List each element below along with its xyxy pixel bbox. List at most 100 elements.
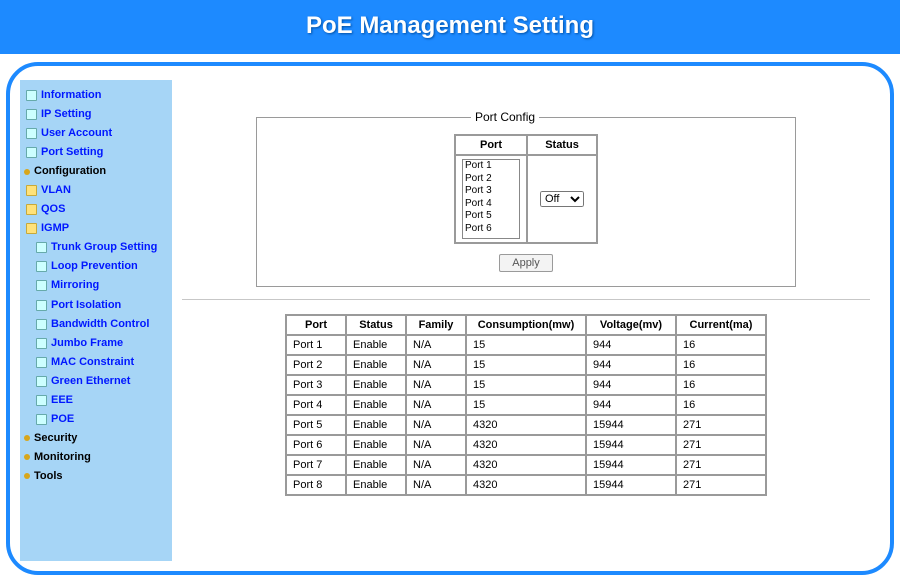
nav-user-account[interactable]: User Account bbox=[24, 124, 168, 143]
port-config-fieldset: Port Config Port Status Port 1Port 2Port… bbox=[256, 110, 796, 287]
sidebar: InformationIP SettingUser Account Port Se… bbox=[20, 80, 172, 561]
table-cell: Port 3 bbox=[286, 375, 346, 395]
doc-icon bbox=[36, 261, 47, 272]
nav-label: Security bbox=[34, 430, 77, 447]
table-cell: 944 bbox=[586, 335, 676, 355]
table-cell: 4320 bbox=[466, 475, 586, 495]
nav-label: Bandwidth Control bbox=[51, 316, 149, 333]
nav-igmp[interactable]: IGMP bbox=[24, 219, 168, 238]
table-cell: Enable bbox=[346, 455, 406, 475]
page-title: PoE Management Setting bbox=[306, 12, 594, 39]
table-cell: Port 8 bbox=[286, 475, 346, 495]
apply-wrap: Apply bbox=[271, 254, 781, 272]
status-table: PortStatusFamilyConsumption(mw)Voltage(m… bbox=[285, 314, 767, 496]
port-listbox-item[interactable]: Port 5 bbox=[463, 210, 519, 223]
nav-label: IGMP bbox=[41, 220, 69, 237]
table-cell: Port 7 bbox=[286, 455, 346, 475]
port-listbox-item[interactable]: Port 4 bbox=[463, 198, 519, 211]
status-col-header: Consumption(mw) bbox=[466, 315, 586, 335]
table-row: Port 4EnableN/A1594416 bbox=[286, 395, 766, 415]
table-row: Port 7EnableN/A432015944271 bbox=[286, 455, 766, 475]
cfg-col-status: Status bbox=[527, 135, 597, 155]
table-cell: Enable bbox=[346, 475, 406, 495]
cfg-col-port: Port bbox=[455, 135, 527, 155]
status-select[interactable]: Off bbox=[540, 191, 584, 207]
nav-label: User Account bbox=[41, 125, 112, 142]
table-cell: Port 1 bbox=[286, 335, 346, 355]
table-cell: N/A bbox=[406, 455, 466, 475]
table-cell: 15944 bbox=[586, 475, 676, 495]
nav-security[interactable]: Security bbox=[24, 429, 168, 448]
doc-icon bbox=[36, 357, 47, 368]
port-listbox-item[interactable]: Port 6 bbox=[463, 223, 519, 236]
status-col-header: Family bbox=[406, 315, 466, 335]
table-cell: N/A bbox=[406, 435, 466, 455]
table-cell: Port 5 bbox=[286, 415, 346, 435]
table-cell: 16 bbox=[676, 395, 766, 415]
port-listbox-item[interactable]: Port 3 bbox=[463, 185, 519, 198]
nav-trunk-group-setting[interactable]: Trunk Group Setting bbox=[24, 238, 168, 257]
port-config-legend: Port Config bbox=[471, 110, 539, 124]
nav-label: Loop Prevention bbox=[51, 258, 138, 275]
nav-label: MAC Constraint bbox=[51, 354, 134, 371]
nav-bandwidth-control[interactable]: Bandwidth Control bbox=[24, 315, 168, 334]
doc-icon bbox=[36, 376, 47, 387]
nav-eee[interactable]: EEE bbox=[24, 391, 168, 410]
nav-label: Configuration bbox=[34, 163, 106, 180]
nav-loop-prevention[interactable]: Loop Prevention bbox=[24, 257, 168, 276]
page-root: PoE Management Setting InformationIP Set… bbox=[0, 0, 900, 581]
nav-information[interactable]: Information bbox=[24, 86, 168, 105]
nav-label: Information bbox=[41, 87, 102, 104]
doc-icon bbox=[36, 414, 47, 425]
nav-label: VLAN bbox=[41, 182, 71, 199]
nav-mac-constraint[interactable]: MAC Constraint bbox=[24, 353, 168, 372]
nav-label: Port Setting bbox=[41, 144, 103, 161]
nav-label: QOS bbox=[41, 201, 65, 218]
table-row: Port 8EnableN/A432015944271 bbox=[286, 475, 766, 495]
nav-green-ethernet[interactable]: Green Ethernet bbox=[24, 372, 168, 391]
status-col-header: Current(ma) bbox=[676, 315, 766, 335]
table-row: Port 2EnableN/A1594416 bbox=[286, 355, 766, 375]
table-cell: 15944 bbox=[586, 415, 676, 435]
port-listbox-item[interactable]: Port 2 bbox=[463, 173, 519, 186]
nav-label: Port Isolation bbox=[51, 297, 121, 314]
table-cell: Enable bbox=[346, 335, 406, 355]
doc-icon bbox=[36, 300, 47, 311]
nav-monitoring[interactable]: Monitoring bbox=[24, 448, 168, 467]
nav-jumbo-frame[interactable]: Jumbo Frame bbox=[24, 334, 168, 353]
port-listbox-item[interactable]: Port 1 bbox=[463, 160, 519, 173]
table-cell: 15944 bbox=[586, 455, 676, 475]
table-row: Port 1EnableN/A1594416 bbox=[286, 335, 766, 355]
table-cell: 944 bbox=[586, 395, 676, 415]
nav-label: Trunk Group Setting bbox=[51, 239, 157, 256]
table-cell: Enable bbox=[346, 395, 406, 415]
table-cell: 944 bbox=[586, 375, 676, 395]
status-col-header: Status bbox=[346, 315, 406, 335]
table-row: Port 6EnableN/A432015944271 bbox=[286, 435, 766, 455]
nav-qos[interactable]: QOS bbox=[24, 200, 168, 219]
table-cell: N/A bbox=[406, 475, 466, 495]
nav-ip-setting[interactable]: IP Setting bbox=[24, 105, 168, 124]
nav-port-isolation[interactable]: Port Isolation bbox=[24, 296, 168, 315]
table-cell: Port 6 bbox=[286, 435, 346, 455]
doc-icon bbox=[36, 242, 47, 253]
nav-label: Tools bbox=[34, 468, 63, 485]
folder-icon bbox=[26, 223, 37, 234]
nav-configuration[interactable]: Configuration bbox=[24, 162, 168, 181]
doc-icon bbox=[36, 338, 47, 349]
nav-label: EEE bbox=[51, 392, 73, 409]
port-listbox[interactable]: Port 1Port 2Port 3Port 4Port 5Port 6 bbox=[462, 159, 520, 239]
nav-vlan[interactable]: VLAN bbox=[24, 181, 168, 200]
nav-port-setting[interactable]: Port Setting bbox=[24, 143, 168, 162]
apply-button[interactable]: Apply bbox=[499, 254, 553, 272]
dot-icon bbox=[24, 169, 30, 175]
table-cell: N/A bbox=[406, 395, 466, 415]
main-panel: Port Config Port Status Port 1Port 2Port… bbox=[172, 80, 880, 561]
nav-mirroring[interactable]: Mirroring bbox=[24, 276, 168, 295]
doc-icon bbox=[36, 280, 47, 291]
table-cell: 944 bbox=[586, 355, 676, 375]
nav-poe[interactable]: POE bbox=[24, 410, 168, 429]
port-config-table: Port Status Port 1Port 2Port 3Port 4Port… bbox=[454, 134, 598, 244]
nav-tools[interactable]: Tools bbox=[24, 467, 168, 486]
table-cell: 15 bbox=[466, 355, 586, 375]
